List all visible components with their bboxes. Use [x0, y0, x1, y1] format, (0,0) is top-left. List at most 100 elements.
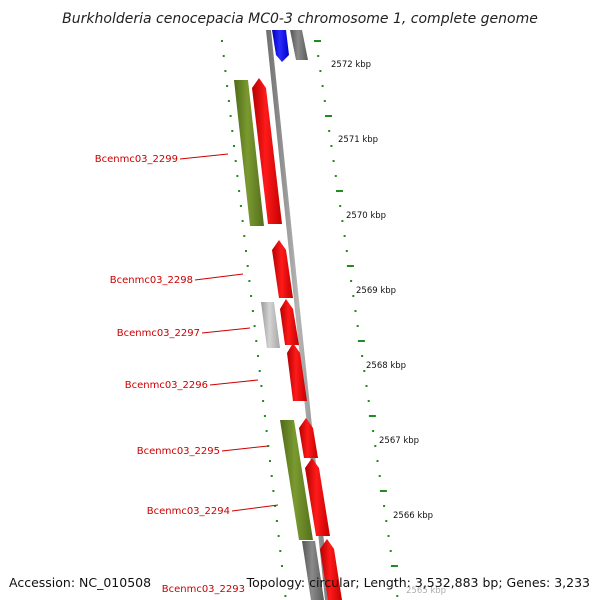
gene-arrow-2299[interactable]	[252, 78, 282, 224]
feature-green-2295[interactable]	[280, 420, 313, 540]
minor-tick	[233, 145, 235, 147]
minor-tick	[245, 250, 247, 252]
minor-tick	[367, 400, 370, 402]
minor-tick	[352, 295, 355, 297]
gene-label[interactable]: Bcenmc03_2299	[95, 154, 178, 165]
minor-tick	[279, 550, 282, 552]
major-tick	[368, 415, 376, 417]
minor-tick	[251, 310, 254, 312]
minor-tick	[328, 130, 331, 132]
minor-tick	[387, 535, 390, 537]
minor-tick	[222, 55, 225, 57]
minor-tick	[372, 430, 375, 432]
kbp-label: 2571 kbp	[338, 135, 378, 145]
feature-gray-2293[interactable]	[302, 541, 324, 600]
minor-tick	[246, 265, 249, 267]
major-tick	[325, 115, 332, 117]
kbp-label: 2565 kbp	[406, 586, 446, 596]
major-tick	[390, 565, 398, 567]
minor-tick	[267, 445, 270, 447]
map-title: Burkholderia cenocepacia MC0-3 chromosom…	[62, 11, 538, 27]
minor-tick	[265, 430, 268, 432]
gene-arrow-2297[interactable]	[280, 299, 299, 345]
tick-tracks	[221, 40, 399, 597]
feature-blue[interactable]	[272, 30, 289, 62]
minor-tick	[334, 175, 337, 177]
minor-tick	[361, 355, 364, 357]
feature-gray-2297[interactable]	[261, 302, 280, 348]
minor-tick	[354, 310, 357, 312]
minor-tick	[319, 70, 322, 72]
minor-tick	[255, 340, 258, 342]
minor-tick	[248, 280, 251, 282]
gene-label[interactable]: Bcenmc03_2297	[117, 328, 200, 339]
minor-tick	[263, 415, 266, 417]
gene-label[interactable]: Bcenmc03_2294	[147, 506, 230, 517]
minor-tick	[224, 70, 227, 72]
major-tick	[379, 490, 387, 492]
kbp-label: 2569 kbp	[356, 286, 396, 296]
minor-tick	[282, 580, 285, 582]
minor-tick	[231, 130, 234, 132]
gene-leader-lines	[179, 153, 279, 512]
gene-label[interactable]: Bcenmc03_2293	[162, 584, 245, 595]
major-tick	[357, 340, 365, 342]
minor-tick	[277, 535, 280, 537]
kbp-label: 2572 kbp	[331, 60, 371, 70]
minor-tick	[239, 205, 242, 207]
minor-tick	[275, 520, 278, 522]
minor-tick	[323, 100, 326, 102]
minor-tick	[262, 400, 265, 402]
major-tick	[346, 265, 354, 267]
minor-tick	[376, 460, 379, 462]
minor-tick	[272, 490, 275, 492]
minor-tick	[274, 505, 277, 507]
gene-arrow-2298[interactable]	[272, 240, 293, 298]
feature-gray-top[interactable]	[290, 30, 308, 60]
gene-label[interactable]: Bcenmc03_2298	[110, 275, 193, 286]
minor-tick	[394, 580, 397, 582]
minor-tick	[330, 145, 333, 147]
minor-tick	[383, 505, 386, 507]
gene-label[interactable]: Bcenmc03_2296	[125, 380, 208, 391]
minor-tick	[281, 565, 283, 567]
minor-tick	[269, 460, 271, 462]
minor-tick	[365, 385, 368, 387]
minor-tick	[238, 190, 241, 192]
kbp-scale-labels: 2572 kbp 2571 kbp 2570 kbp 2569 kbp 2568…	[331, 60, 446, 596]
gene-label[interactable]: Bcenmc03_2295	[137, 446, 220, 457]
minor-tick	[221, 40, 223, 42]
minor-tick	[350, 280, 353, 282]
minor-tick	[321, 85, 324, 87]
minor-tick	[227, 100, 230, 102]
minor-tick	[243, 235, 246, 237]
minor-tick	[363, 370, 366, 372]
major-tick	[314, 40, 321, 42]
minor-tick	[270, 475, 273, 477]
minor-tick	[284, 595, 287, 597]
minor-tick	[332, 160, 335, 162]
kbp-label: 2566 kbp	[393, 511, 433, 521]
minor-tick	[389, 550, 392, 552]
minor-tick	[226, 85, 229, 87]
gene-arrow-2296[interactable]	[287, 343, 307, 401]
minor-tick	[236, 175, 239, 177]
minor-tick	[378, 475, 381, 477]
kbp-label: 2567 kbp	[379, 436, 419, 446]
genome-summary: Topology: circular; Length: 3,532,883 bp…	[246, 575, 590, 590]
minor-tick	[396, 595, 399, 597]
minor-tick	[341, 220, 344, 222]
gene-arrow-2295[interactable]	[299, 418, 318, 458]
minor-tick	[317, 55, 320, 57]
minor-tick	[258, 370, 261, 372]
minor-tick	[241, 220, 244, 222]
gene-arrow-2294[interactable]	[305, 458, 330, 536]
feature-green-2299[interactable]	[234, 80, 264, 226]
minor-tick	[343, 235, 346, 237]
minor-tick	[260, 385, 263, 387]
minor-tick	[385, 520, 388, 522]
minor-tick	[356, 325, 359, 327]
gene-arrow-2293[interactable]	[320, 539, 342, 600]
minor-tick	[234, 160, 237, 162]
